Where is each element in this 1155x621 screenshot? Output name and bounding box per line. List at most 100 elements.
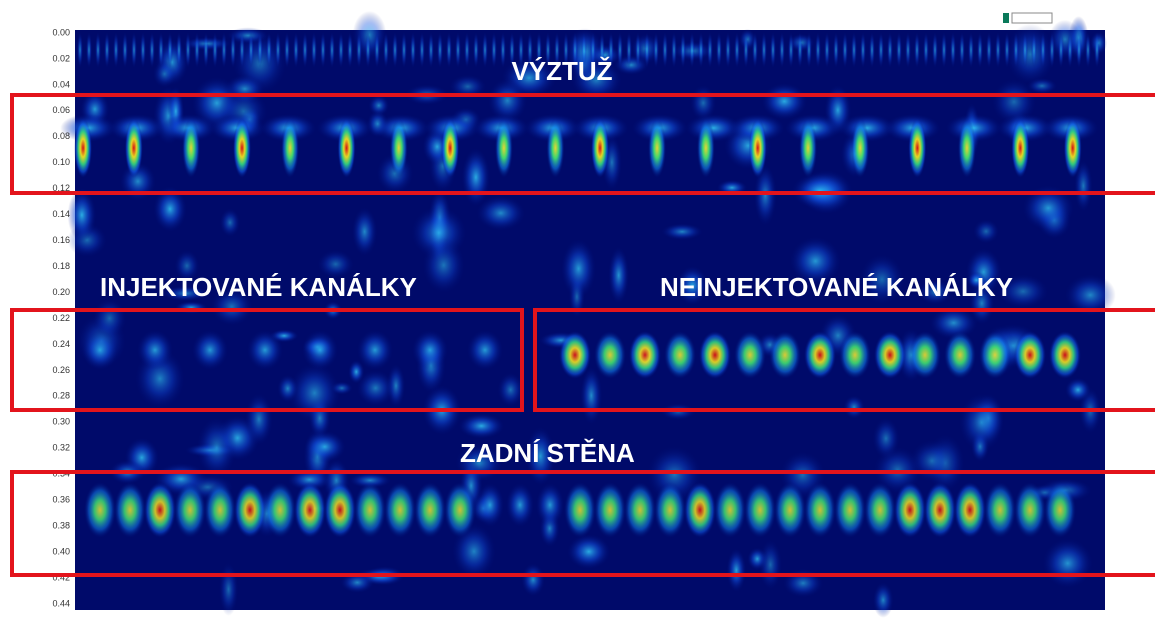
signal-blob (698, 32, 704, 68)
signal-blob (1085, 32, 1091, 68)
signal-blob (959, 393, 1004, 452)
signal-blob (212, 32, 218, 68)
signal-blob (734, 331, 766, 379)
toolbar[interactable] (1011, 12, 1053, 24)
signal-blob (774, 482, 806, 538)
depth-tick-label: 0.36 (52, 495, 70, 505)
signal-blob (458, 413, 505, 439)
signal-blob (412, 330, 448, 370)
annotation: VÝZTUŽ (511, 56, 612, 86)
signal-blob (248, 32, 254, 68)
signal-blob (648, 118, 667, 178)
depth-tick-label: 0.22 (52, 313, 70, 323)
signal-blob (182, 118, 201, 178)
signal-blob (662, 32, 668, 68)
signal-blob (878, 32, 884, 68)
signal-blob (707, 32, 713, 68)
signal-blob (84, 482, 116, 538)
signal-blob (559, 331, 591, 379)
signal-blob (986, 32, 992, 68)
signal-blob (1094, 32, 1100, 68)
signal-blob (506, 483, 534, 527)
signal-blob (761, 32, 767, 68)
signal-blob (233, 118, 252, 178)
signal-blob (167, 32, 173, 68)
signal-blob (494, 118, 513, 178)
signal-blob (671, 32, 677, 68)
depth-tick-label: 0.12 (52, 183, 70, 193)
signal-blob (176, 32, 182, 68)
signal-blob (329, 32, 335, 68)
signal-blob (320, 32, 326, 68)
signal-blob (365, 32, 371, 68)
signal-blob (1014, 331, 1046, 379)
signal-blob (219, 208, 241, 237)
signal-blob (437, 32, 443, 68)
signal-blob (581, 32, 587, 68)
signal-blob (696, 118, 715, 178)
signal-blob (441, 118, 460, 178)
depth-tick-label: 0.14 (52, 209, 70, 219)
signal-blob (1014, 482, 1046, 538)
signal-blob (158, 32, 164, 68)
signal-blob (356, 369, 395, 407)
signal-blob (1049, 331, 1081, 379)
signal-blob (113, 32, 119, 68)
signal-blob (661, 223, 703, 240)
signal-blob (932, 32, 938, 68)
signal-blob (653, 32, 659, 68)
signal-blob (564, 482, 596, 538)
signal-blob (210, 287, 253, 326)
signal-blob (833, 32, 839, 68)
signal-blob (124, 118, 143, 178)
signal-blob (204, 482, 236, 538)
signal-blob (340, 572, 375, 593)
depth-tick-label: 0.20 (52, 287, 70, 297)
signal-blob (464, 32, 470, 68)
depth-tick-label: 0.06 (52, 105, 70, 115)
signal-blob (347, 32, 353, 68)
signal-blob (275, 32, 281, 68)
signal-blob (153, 186, 187, 232)
signal-blob (924, 482, 956, 538)
signal-blob (734, 32, 740, 68)
signal-blob (497, 372, 524, 407)
depth-tick-label: 0.44 (52, 598, 70, 608)
signal-blob (973, 219, 1000, 244)
signal-blob (302, 330, 338, 370)
signal-blob (482, 32, 488, 68)
signal-blob (162, 285, 209, 302)
signal-blob (799, 118, 818, 178)
signal-blob (218, 562, 239, 616)
signal-blob (689, 32, 695, 68)
signal-blob (348, 472, 392, 489)
signal-blob (995, 32, 1001, 68)
signal-blob (872, 582, 894, 618)
signal-blob (287, 468, 332, 491)
signal-blob (1042, 538, 1093, 588)
signal-blob (330, 381, 353, 395)
signal-blob (281, 118, 300, 178)
toolbar-icon[interactable] (1003, 13, 1009, 23)
signal-blob (554, 32, 560, 68)
signal-blob (753, 164, 777, 226)
signal-blob (770, 32, 776, 68)
signal-blob (122, 32, 128, 68)
signal-blob (527, 32, 533, 68)
signal-blob (834, 482, 866, 538)
depth-tick-label: 0.18 (52, 261, 70, 271)
signal-blob (769, 331, 801, 379)
signal-blob (449, 74, 487, 99)
signal-blob (789, 236, 841, 286)
annotation: INJEKTOVANÉ KANÁLKY (100, 272, 417, 302)
signal-blob (608, 32, 614, 68)
signal-blob (230, 32, 236, 68)
depth-axis: 0.00 0.02 0.04 0.06 0.08 0.10 0.12 0.14 0.16 0.18… (52, 27, 70, 608)
signal-blob (1022, 32, 1028, 68)
signal-blob (991, 78, 1037, 125)
signal-blob (114, 482, 146, 538)
signal-blob (244, 393, 273, 446)
signal-blob (950, 32, 956, 68)
signal-blob (954, 482, 986, 538)
signal-blob (324, 482, 356, 538)
